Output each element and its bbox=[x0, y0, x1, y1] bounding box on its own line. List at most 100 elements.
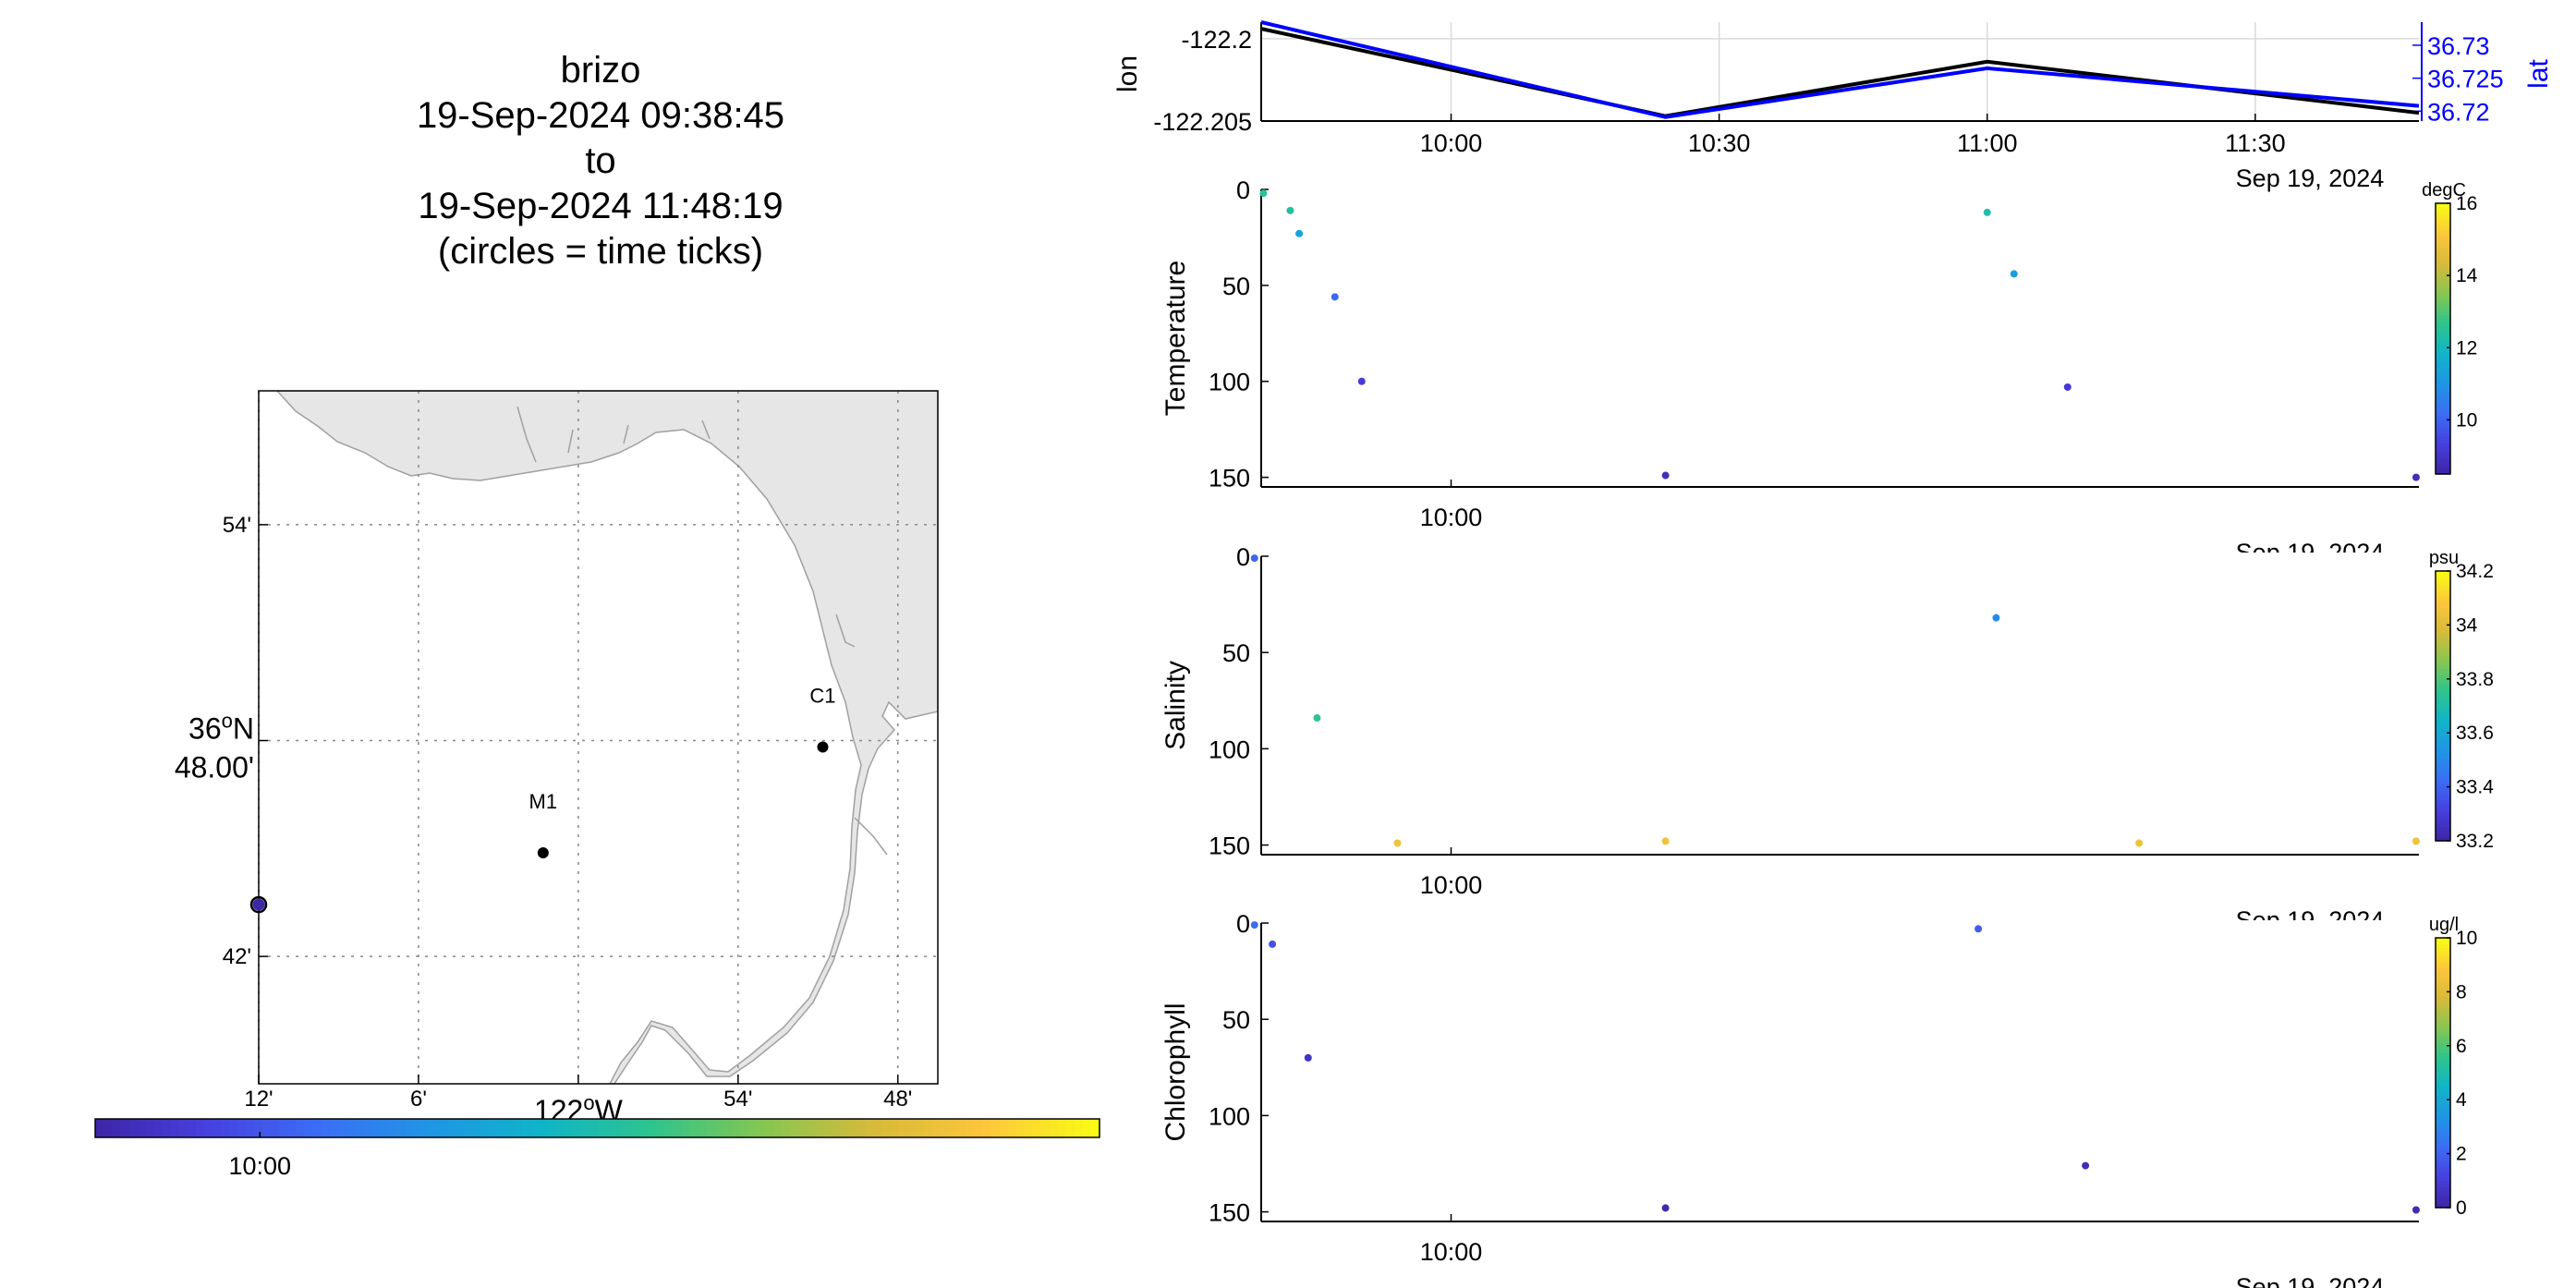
colorbar-swatch bbox=[957, 1119, 966, 1137]
salinity-colorbar-swatch bbox=[2436, 635, 2450, 639]
temperature-colorbar-swatch bbox=[2436, 304, 2450, 310]
chlorophyll-colorbar-swatch bbox=[2436, 1143, 2450, 1148]
temperature-colorbar-swatch bbox=[2436, 237, 2450, 241]
salinity-x-tick-label: 10:00 bbox=[1420, 871, 1483, 899]
salinity-colorbar-swatch bbox=[2436, 682, 2450, 687]
chlorophyll-colorbar-swatch bbox=[2436, 1126, 2450, 1131]
lat-tick-label: 54' bbox=[223, 513, 251, 538]
salinity-colorbar-swatch bbox=[2436, 590, 2450, 596]
temperature-colorbar-swatch bbox=[2436, 284, 2450, 289]
station-marker bbox=[817, 741, 829, 753]
chlorophyll-colorbar-swatch bbox=[2436, 951, 2450, 955]
lon-tick-label: 6' bbox=[410, 1087, 427, 1112]
salinity-colorbar-tick-label: 33.4 bbox=[2456, 777, 2494, 798]
colorbar-swatch bbox=[731, 1119, 741, 1137]
temperature-colorbar-swatch bbox=[2436, 271, 2450, 275]
salinity-colorbar-swatch bbox=[2436, 831, 2450, 835]
end-time: 19-Sep-2024 11:48:19 bbox=[418, 186, 784, 226]
temperature-colorbar-swatch bbox=[2436, 399, 2450, 404]
salinity-colorbar-swatch bbox=[2436, 584, 2450, 589]
chlorophyll-section-plot: 0 50 100 150 10:00 Sep 19, 2024 Chlorophyll 10 8… bbox=[1160, 910, 2477, 1288]
colorbar-swatch bbox=[823, 1119, 832, 1137]
salinity-colorbar-swatch bbox=[2436, 743, 2450, 747]
salinity-colorbar-swatch bbox=[2436, 645, 2450, 650]
chlorophyll-colorbar-swatch bbox=[2436, 944, 2450, 949]
colorbar-swatch bbox=[112, 1119, 121, 1137]
chlorophyll-colorbar-swatch bbox=[2436, 938, 2450, 942]
temperature-colorbar-swatch bbox=[2436, 426, 2450, 431]
salinity-colorbar-swatch bbox=[2436, 675, 2450, 680]
colorbar-swatch bbox=[723, 1119, 733, 1137]
lat-tick-label: 36.73 bbox=[2427, 32, 2490, 60]
chlorophyll-colorbar-swatch bbox=[2436, 1204, 2450, 1209]
salinity-colorbar-swatch bbox=[2436, 770, 2450, 774]
temperature-colorbar-swatch bbox=[2436, 301, 2450, 306]
chlorophyll-colorbar-swatch bbox=[2436, 1194, 2450, 1198]
colorbar-swatch bbox=[254, 1119, 263, 1137]
salinity-colorbar-swatch bbox=[2436, 810, 2450, 815]
colorbar-swatch bbox=[781, 1119, 791, 1137]
colorbar-swatch bbox=[1065, 1119, 1075, 1137]
colorbar-swatch bbox=[806, 1119, 816, 1137]
time-tick-circle bbox=[249, 895, 268, 914]
colorbar-swatch bbox=[346, 1119, 356, 1137]
salinity-data-point bbox=[1393, 839, 1402, 847]
chlorophyll-colorbar-swatch bbox=[2436, 1187, 2450, 1192]
chlorophyll-colorbar-swatch bbox=[2436, 998, 2450, 1002]
salinity-colorbar-swatch bbox=[2436, 604, 2450, 609]
chlorophyll-colorbar-swatch bbox=[2436, 1079, 2450, 1084]
chlorophyll-colorbar-swatch bbox=[2436, 1133, 2450, 1137]
colorbar-swatch bbox=[714, 1119, 723, 1137]
temperature-colorbar-swatch bbox=[2436, 220, 2450, 225]
chlorophyll-colorbar-swatch bbox=[2436, 1160, 2450, 1165]
salinity-colorbar-swatch bbox=[2436, 601, 2450, 606]
colorbar-swatch bbox=[1040, 1119, 1051, 1137]
track-x-tick-label: 10:30 bbox=[1688, 129, 1751, 157]
chlorophyll-colorbar-swatch bbox=[2436, 957, 2450, 963]
colorbar-swatch bbox=[848, 1119, 857, 1137]
temperature-colorbar-swatch bbox=[2436, 383, 2450, 387]
salinity-date-label-mask bbox=[2199, 920, 2421, 948]
colorbar-swatch bbox=[195, 1119, 205, 1137]
salinity-colorbar-swatch bbox=[2436, 641, 2450, 646]
chlorophyll-data-point bbox=[1269, 940, 1277, 948]
lat-tick-label: 36.72 bbox=[2427, 98, 2490, 126]
chlorophyll-colorbar-tick-label: 6 bbox=[2456, 1036, 2467, 1057]
salinity-colorbar-swatch bbox=[2436, 648, 2450, 653]
colorbar-swatch bbox=[228, 1119, 238, 1137]
temperature-colorbar-swatch bbox=[2436, 470, 2450, 475]
chlorophyll-colorbar-swatch bbox=[2436, 981, 2450, 986]
temperature-colorbar-swatch bbox=[2436, 206, 2450, 211]
temperature-data-point bbox=[1331, 293, 1339, 301]
salinity-colorbar-swatch bbox=[2436, 628, 2450, 633]
colorbar-swatch bbox=[304, 1119, 314, 1137]
colorbar-swatch bbox=[547, 1119, 556, 1137]
temperature-colorbar-swatch bbox=[2436, 355, 2450, 360]
temperature-colorbar-swatch bbox=[2436, 281, 2450, 286]
chlorophyll-y-tick-label: 150 bbox=[1209, 1199, 1250, 1227]
salinity-colorbar-swatch bbox=[2436, 655, 2450, 660]
temperature-colorbar-swatch bbox=[2436, 358, 2450, 363]
colorbar-swatch bbox=[446, 1119, 456, 1137]
salinity-colorbar-swatch bbox=[2436, 837, 2450, 842]
temperature-colorbar-swatch bbox=[2436, 379, 2450, 383]
salinity-colorbar-swatch bbox=[2436, 723, 2450, 727]
salinity-y-tick-label: 100 bbox=[1209, 735, 1250, 763]
temperature-colorbar-swatch bbox=[2436, 413, 2450, 418]
colorbar-swatch bbox=[321, 1119, 331, 1137]
salinity-colorbar-swatch bbox=[2436, 672, 2450, 676]
colorbar-swatch bbox=[630, 1119, 640, 1137]
chlorophyll-colorbar-tick-label: 4 bbox=[2456, 1089, 2467, 1111]
chlorophyll-colorbar-tick-label: 8 bbox=[2456, 981, 2467, 1002]
chlorophyll-colorbar-swatch bbox=[2436, 954, 2450, 959]
chlorophyll-colorbar-swatch bbox=[2436, 1163, 2450, 1168]
temperature-colorbar-swatch bbox=[2436, 406, 2450, 411]
colorbar-swatch bbox=[220, 1119, 230, 1137]
salinity-colorbar-swatch bbox=[2436, 833, 2450, 838]
temperature-colorbar-swatch bbox=[2436, 430, 2450, 434]
chlorophyll-colorbar-swatch bbox=[2436, 1059, 2450, 1063]
chlorophyll-colorbar-swatch bbox=[2436, 1170, 2450, 1175]
salinity-y-tick-label: 50 bbox=[1222, 639, 1250, 667]
colorbar-swatch bbox=[1057, 1119, 1067, 1137]
